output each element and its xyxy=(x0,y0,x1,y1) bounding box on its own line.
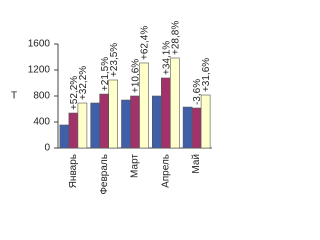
bar xyxy=(161,77,171,149)
annotation: +52,2% xyxy=(69,76,80,110)
annotation: +34,1% xyxy=(161,41,172,75)
bar xyxy=(170,57,180,149)
annotation: +23,5% xyxy=(109,43,120,77)
bar xyxy=(191,107,202,149)
y-tick-label: 0 xyxy=(44,143,50,154)
bar xyxy=(68,112,79,149)
x-tick-label: Май xyxy=(191,154,202,174)
bar xyxy=(108,79,118,149)
x-tick-label: Февраль xyxy=(99,154,110,195)
chart: Т 0 400 800 1200 1600 +52,2%+32,2% Январь +21,5… xyxy=(11,21,212,195)
bar xyxy=(182,106,193,149)
annotation: +62,4% xyxy=(140,26,151,60)
x-tick-label: Апрель xyxy=(160,154,171,188)
annotation: +10,6% xyxy=(131,59,142,93)
bar xyxy=(99,93,109,149)
annotation: -3,6% xyxy=(192,79,203,105)
annotation: +31,6% xyxy=(201,58,212,92)
x-tick-label: Март xyxy=(130,154,141,178)
y-tick-label: 800 xyxy=(33,91,50,102)
bar xyxy=(121,99,131,149)
bar xyxy=(130,95,140,149)
y-tick-label: 1200 xyxy=(28,65,51,76)
annotation: +32,2% xyxy=(78,66,89,100)
bar xyxy=(152,95,162,149)
annotation: +21,5% xyxy=(100,57,111,91)
y-axis-label: Т xyxy=(11,91,17,102)
x-tick-label: Январь xyxy=(68,154,79,188)
annotation: +28,8% xyxy=(170,21,181,55)
y-tick-label: 400 xyxy=(33,117,50,128)
y-tick-label: 1600 xyxy=(28,39,51,50)
bar xyxy=(77,102,88,149)
bar xyxy=(59,124,70,149)
bar xyxy=(139,62,149,149)
bar xyxy=(200,94,211,149)
bar xyxy=(90,102,100,149)
